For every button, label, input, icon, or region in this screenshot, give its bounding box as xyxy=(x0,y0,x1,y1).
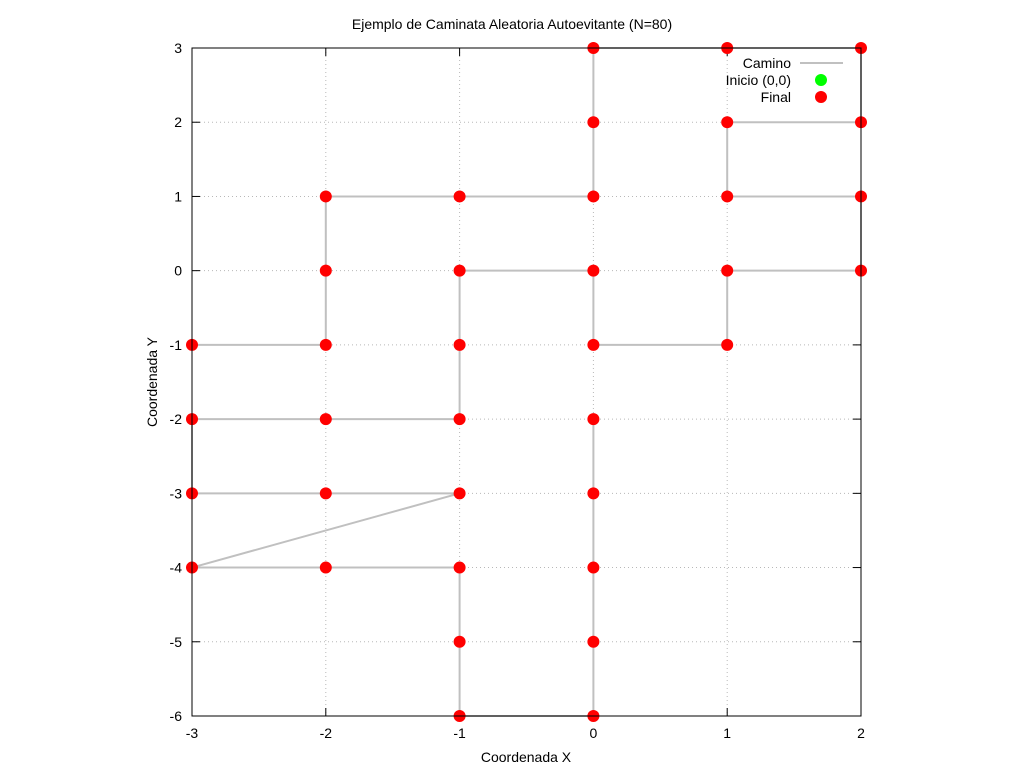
x-tick-label: 2 xyxy=(857,725,865,741)
data-point xyxy=(453,190,466,203)
series-layer xyxy=(186,42,867,722)
data-point xyxy=(587,413,600,426)
y-tick-label: -4 xyxy=(170,560,183,576)
x-tick-label: 1 xyxy=(723,725,731,741)
y-tick-label: 1 xyxy=(174,188,182,204)
y-tick-label: -3 xyxy=(170,485,183,501)
series-line-camino xyxy=(191,47,862,717)
data-point xyxy=(319,190,332,203)
data-point xyxy=(721,264,734,277)
data-point xyxy=(319,338,332,351)
y-tick-label: -1 xyxy=(170,337,183,353)
data-point xyxy=(587,264,600,277)
data-point xyxy=(453,338,466,351)
data-point xyxy=(453,487,466,500)
grid-layer xyxy=(192,48,861,716)
data-point xyxy=(587,635,600,648)
y-tick-label: 2 xyxy=(174,114,182,130)
data-point xyxy=(721,338,734,351)
x-tick-label: -3 xyxy=(186,725,199,741)
legend-label: Final xyxy=(761,89,791,105)
data-point xyxy=(453,635,466,648)
data-point xyxy=(587,190,600,203)
y-tick-label: -6 xyxy=(170,708,183,724)
data-point xyxy=(721,190,734,203)
legend-label: Camino xyxy=(743,55,791,71)
y-tick-label: -5 xyxy=(170,634,183,650)
y-tick-label: -2 xyxy=(170,411,183,427)
data-point xyxy=(587,338,600,351)
data-point xyxy=(319,264,332,277)
plot-frame xyxy=(191,47,862,717)
data-point xyxy=(319,487,332,500)
x-tick-label: -1 xyxy=(453,725,466,741)
x-tick-label: -2 xyxy=(320,725,333,741)
data-point xyxy=(587,561,600,574)
y-axis-label: Coordenada Y xyxy=(144,336,160,427)
data-point xyxy=(319,413,332,426)
data-point xyxy=(587,487,600,500)
x-axis-label: Coordenada X xyxy=(481,749,572,765)
ticks-layer: -3 -2 -1 0 1 2 -6 -5 -4 -3 -2 -1 0 1 2 3 xyxy=(170,40,866,741)
legend-point-swatch xyxy=(815,91,827,103)
data-point xyxy=(453,264,466,277)
legend-label: Inicio (0,0) xyxy=(726,72,791,88)
data-point xyxy=(453,413,466,426)
y-tick-label: 3 xyxy=(174,40,182,56)
x-tick-label: 0 xyxy=(590,725,598,741)
legend-point-swatch xyxy=(815,74,827,86)
y-tick-label: 0 xyxy=(174,263,182,279)
data-point xyxy=(721,116,734,129)
data-point xyxy=(453,561,466,574)
data-point xyxy=(587,116,600,129)
data-point xyxy=(319,561,332,574)
chart-title: Ejemplo de Caminata Aleatoria Autoevitan… xyxy=(352,16,672,32)
